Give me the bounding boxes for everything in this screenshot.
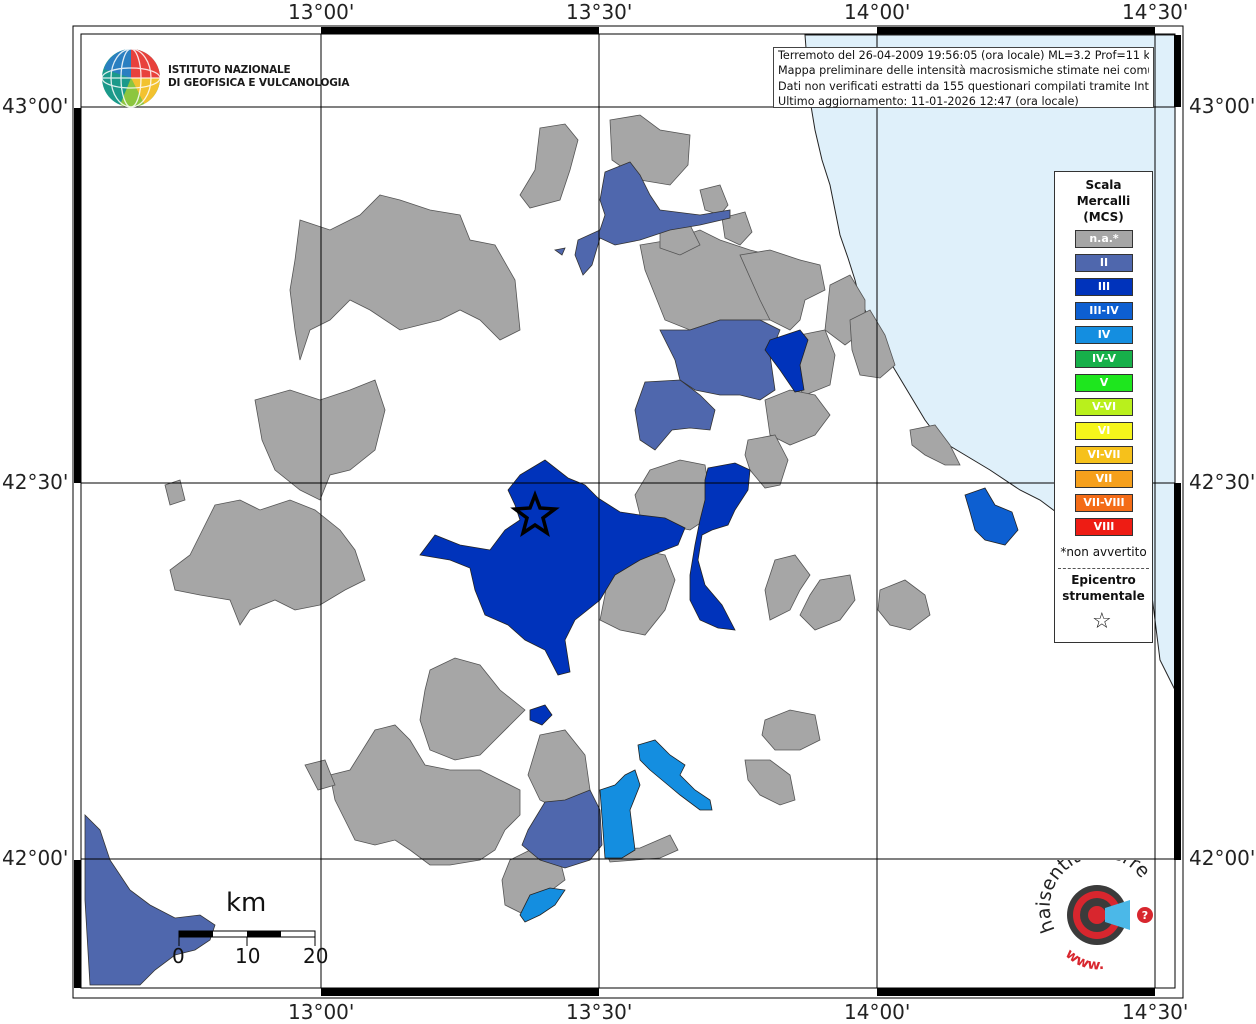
municipalities-iii-iv	[964, 487, 1019, 546]
municipalities-iv	[519, 739, 713, 923]
institute-name: ISTITUTO NAZIONALE DI GEOFISICA E VULCAN…	[168, 64, 349, 90]
municipalities-ii	[84, 161, 781, 986]
frame-bars	[74, 27, 1181, 996]
institute-line-1: ISTITUTO NAZIONALE	[168, 64, 291, 76]
legend-swatch-iii: III	[1075, 278, 1133, 296]
epicentre-star	[510, 490, 560, 538]
bottom-lon-label-4: 14°30'	[1122, 1000, 1189, 1024]
legend-swatch-viii: VIII	[1075, 518, 1133, 536]
legend-swatch-v: V	[1075, 374, 1133, 392]
legend-swatch-v-vi: V-VI	[1075, 398, 1133, 416]
right-lat-label-3: 42°00'	[1189, 846, 1256, 870]
legend-title: Scala Mercalli (MCS)	[1055, 177, 1152, 225]
left-lat-label-3: 42°00'	[2, 846, 69, 870]
scale-unit: km	[226, 888, 267, 918]
svg-text:?: ?	[1142, 909, 1148, 922]
legend-swatch-vii: VII	[1075, 470, 1133, 488]
left-lat-label-1: 43°00'	[2, 94, 69, 118]
legend-title-line-1: Scala	[1085, 178, 1122, 192]
legend-epicentre-line-1: Epicentro	[1071, 573, 1136, 587]
svg-text:www.: www.	[1062, 946, 1105, 974]
event-info-line-4: Ultimo aggiornamento: 11-01-2026 12:47 (…	[778, 94, 1079, 108]
legend-swatch-iii-iv: III-IV	[1075, 302, 1133, 320]
scale-tick-10: 10	[235, 944, 261, 968]
legend-title-line-3: (MCS)	[1083, 210, 1124, 224]
legend-swatch-ii: II	[1075, 254, 1133, 272]
legend-epicentre-label: Epicentro strumentale	[1055, 572, 1152, 604]
top-lon-label-3: 14°00'	[844, 0, 911, 24]
top-lon-label-2: 13°30'	[566, 0, 633, 24]
scale-tick-20: 20	[303, 944, 329, 968]
top-lon-label-1: 13°00'	[288, 0, 355, 24]
municipalities-iii	[419, 329, 809, 726]
bottom-lon-label-3: 14°00'	[844, 1000, 911, 1024]
right-lat-label-1: 43°00'	[1189, 94, 1256, 118]
bottom-lon-label-1: 13°00'	[288, 1000, 355, 1024]
legend-swatch-iv-v: IV-V	[1075, 350, 1133, 368]
intensity-legend: Scala Mercalli (MCS) n.a.* II III III-IV IV I…	[1054, 171, 1153, 643]
scale-bar	[178, 930, 316, 946]
scale-tick-0: 0	[172, 944, 185, 968]
legend-swatch-vii-viii: VII-VIII	[1075, 494, 1133, 512]
event-info-line-2: Mappa preliminare delle intensità macros…	[778, 64, 1149, 78]
legend-swatch-na: n.a.*	[1075, 230, 1133, 248]
globe-icon	[101, 48, 161, 108]
legend-swatch-iv: IV	[1075, 326, 1133, 344]
left-lat-label-2: 42°30'	[2, 470, 69, 494]
haisentito-logo: ? haisentitoilterremoto.it www.	[1026, 840, 1165, 975]
top-lon-label-4: 14°30'	[1122, 0, 1189, 24]
legend-separator	[1058, 568, 1149, 569]
legend-star-icon: ☆	[1092, 609, 1112, 634]
legend-note: *non avvertito	[1060, 545, 1147, 559]
event-info-box: Terremoto del 26-04-2009 19:56:05 (ora l…	[773, 47, 1154, 108]
event-info-line-3: Dati non verificati estratti da 155 ques…	[778, 79, 1149, 93]
institute-line-2: DI GEOFISICA E VULCANOLOGIA	[168, 77, 350, 89]
bottom-lon-label-2: 13°30'	[566, 1000, 633, 1024]
legend-title-line-2: Mercalli	[1076, 194, 1131, 208]
legend-swatch-vi-vii: VI-VII	[1075, 446, 1133, 464]
ingv-logo	[100, 47, 320, 109]
legend-epicentre-line-2: strumentale	[1062, 589, 1145, 603]
event-info-line-1: Terremoto del 26-04-2009 19:56:05 (ora l…	[778, 49, 1149, 62]
right-lat-label-2: 42°30'	[1189, 470, 1256, 494]
legend-swatch-vi: VI	[1075, 422, 1133, 440]
